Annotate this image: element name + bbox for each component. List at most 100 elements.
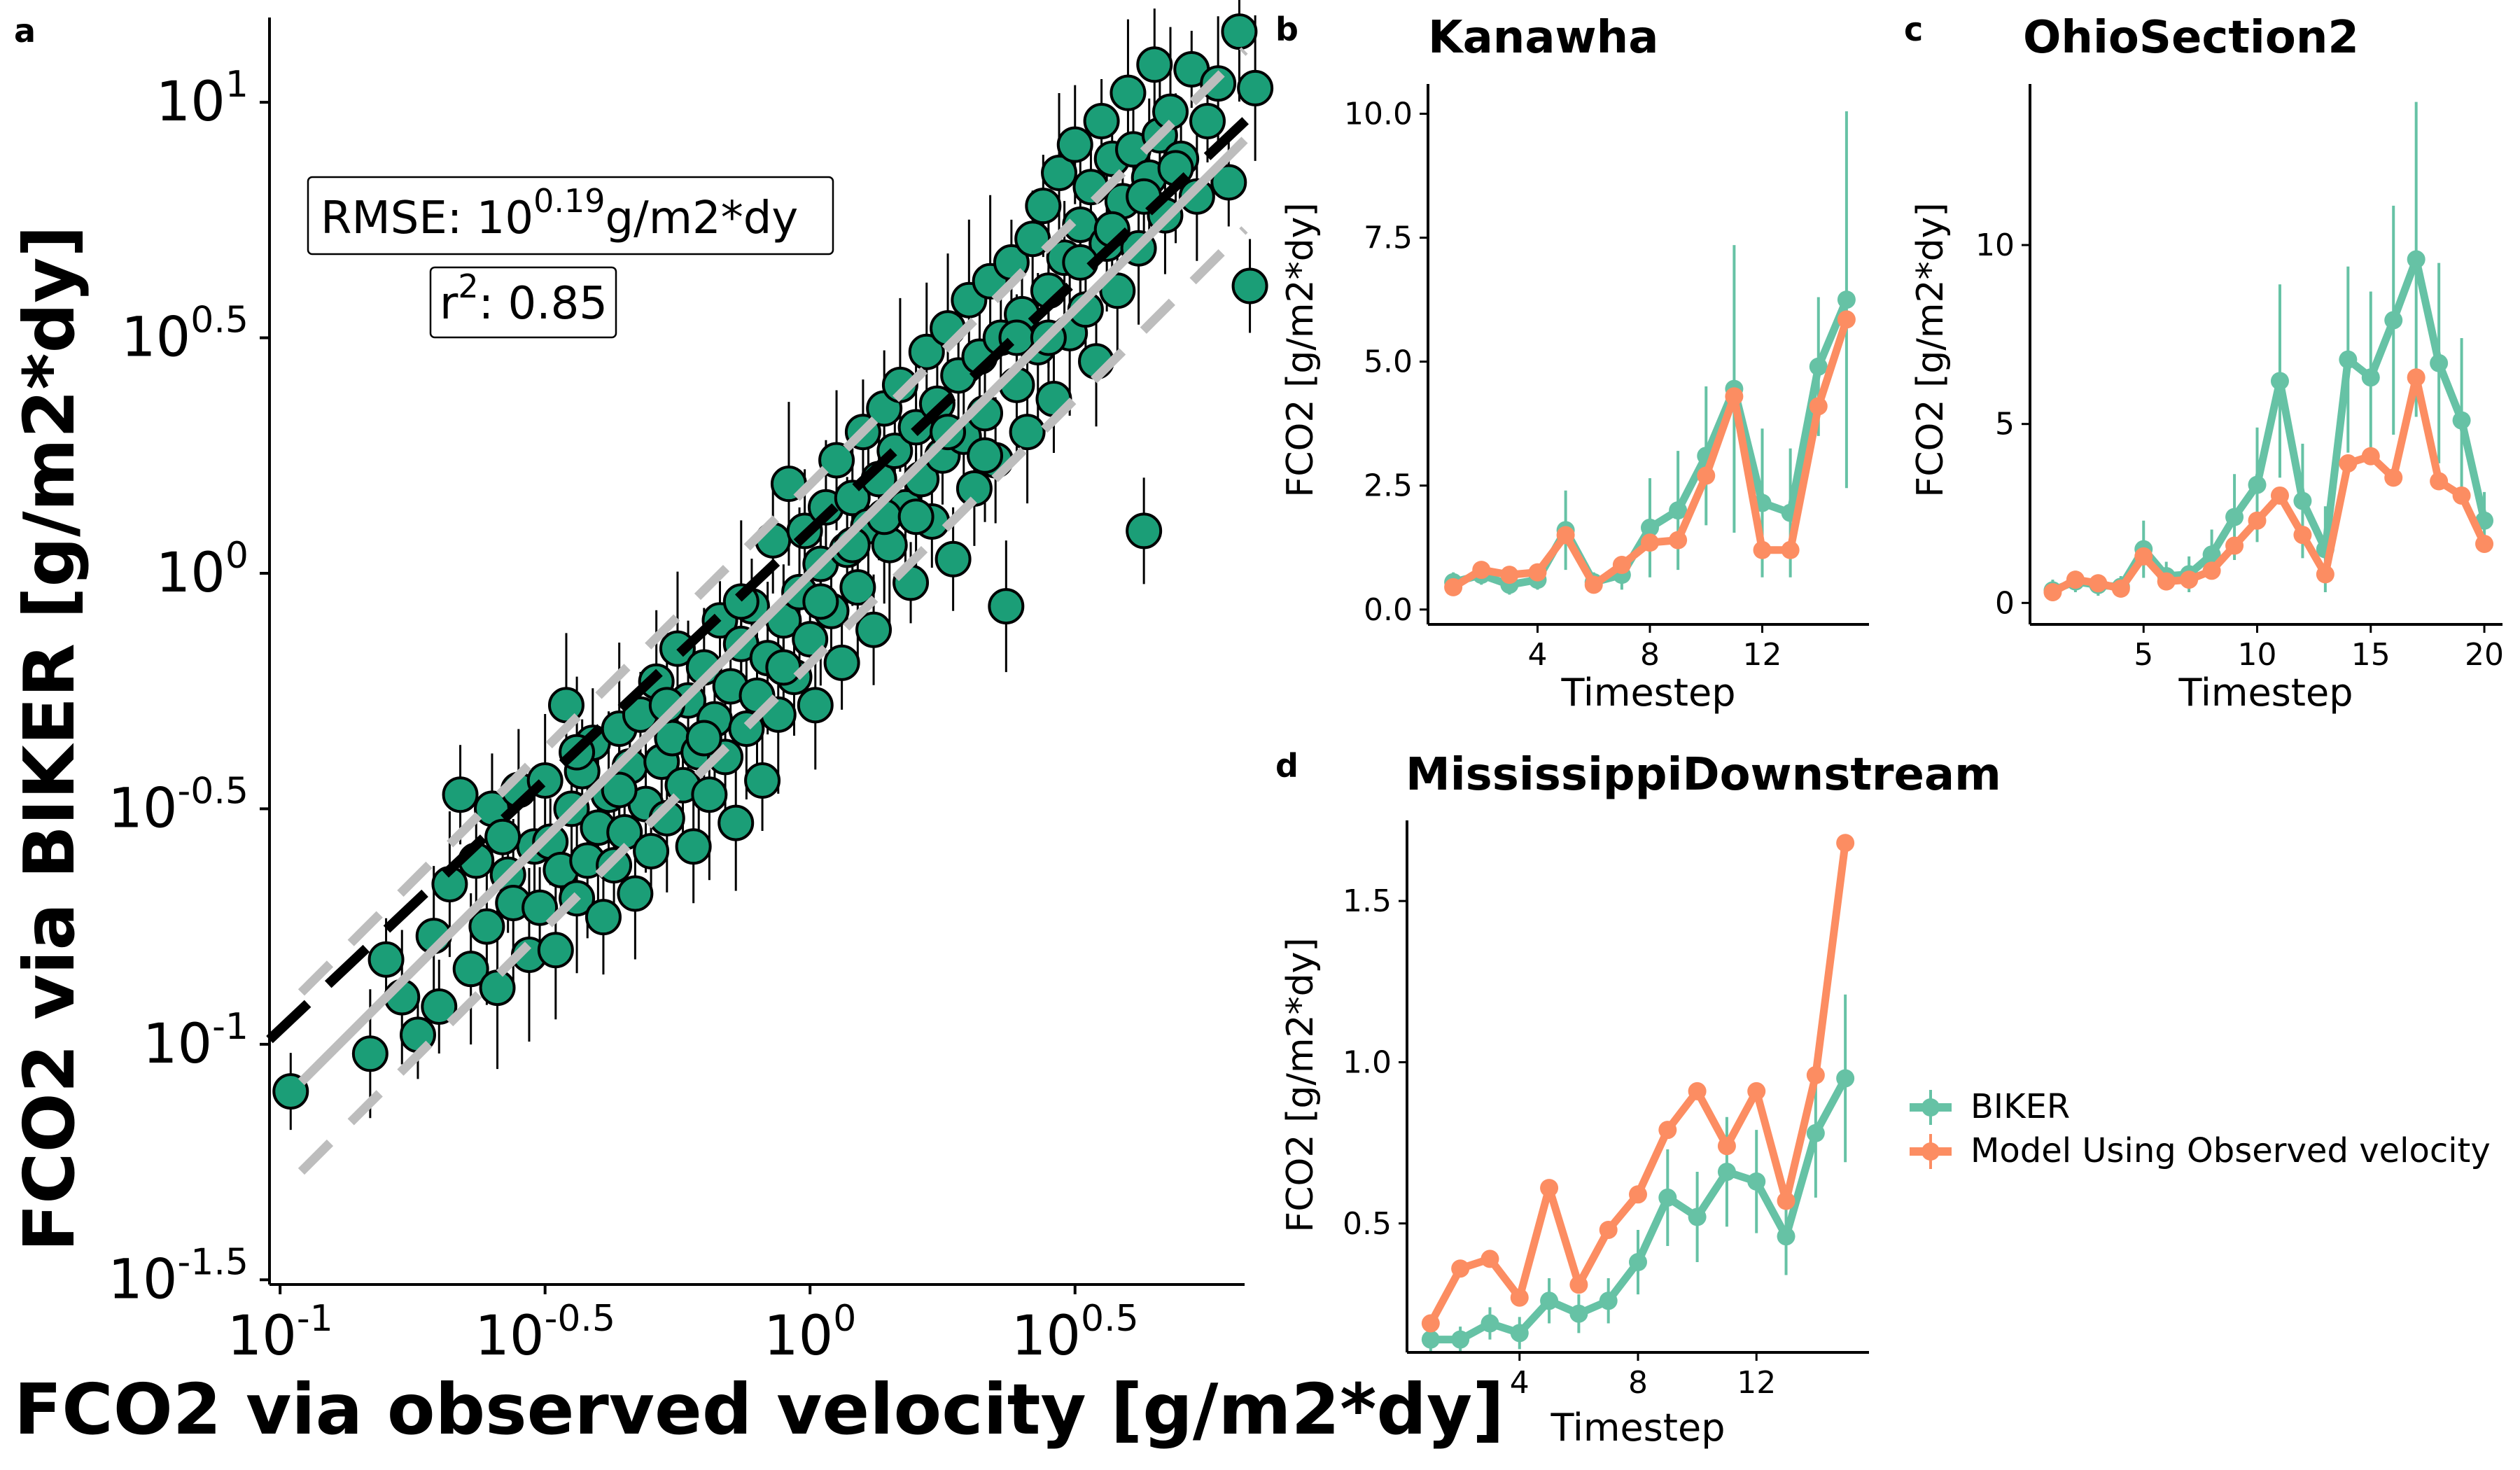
- panel-c-title: OhioSection2: [2023, 12, 2359, 64]
- biker-point: [1809, 357, 1828, 376]
- scatter-points: [272, 0, 1274, 1130]
- model-point: [2089, 574, 2108, 593]
- model-point: [2043, 582, 2062, 601]
- scatter-point: [685, 720, 722, 757]
- panel-d-xlabel: Timestep: [1550, 1406, 1726, 1450]
- y-tick-label: 7.5: [1364, 220, 1413, 256]
- x-tick-label: 12: [1737, 1365, 1776, 1401]
- scatter-point: [988, 588, 1025, 625]
- scatter-point: [1231, 267, 1268, 304]
- biker-point: [1747, 1172, 1766, 1191]
- model-point: [1584, 575, 1603, 594]
- x-axis-title: FCO2 via observed velocity [g/m2*dy]: [14, 1368, 1504, 1450]
- biker-point: [1669, 501, 1688, 520]
- model-point: [1806, 1065, 1825, 1084]
- model-point: [2430, 472, 2449, 491]
- panel-c-xlabel: Timestep: [2178, 671, 2353, 715]
- x-tick-label: 10-0.5: [475, 1298, 615, 1368]
- scatter-point: [1099, 272, 1136, 309]
- legend-item-biker: BIKER: [1910, 1087, 2070, 1126]
- biker-point: [2361, 368, 2380, 387]
- model-point: [1480, 1250, 1499, 1268]
- legend-label-model: Model Using Observed velocity: [1970, 1131, 2491, 1170]
- rmse-suffix: g/m2*dy: [606, 192, 799, 244]
- panel-d-title: MississippiDownstream: [1406, 749, 2001, 801]
- scatter-point: [839, 569, 876, 606]
- scatter-point: [537, 932, 574, 969]
- x-tick-label: 10-1: [227, 1298, 333, 1368]
- model-point: [2407, 368, 2426, 387]
- x-tick-label: 12: [1743, 637, 1782, 673]
- scatter-point: [744, 762, 781, 799]
- scatter-point: [1009, 414, 1046, 451]
- scatter-point: [797, 687, 834, 724]
- panel-letter-c: c: [1904, 10, 1923, 48]
- model-point: [1753, 540, 1772, 559]
- scatter-point: [522, 889, 559, 926]
- model-point: [1612, 556, 1631, 575]
- rmse-box: [307, 176, 834, 255]
- y-tick-label: 10: [1975, 227, 2015, 263]
- scatter-point: [675, 828, 712, 865]
- r2-suffix: : 0.85: [479, 278, 608, 330]
- r2-exponent: 2: [458, 267, 478, 305]
- panel-letter-d: d: [1275, 747, 1298, 785]
- biker-point: [1599, 1292, 1618, 1310]
- scatter-point: [1083, 103, 1120, 140]
- scatter-point: [442, 776, 479, 813]
- model-line: [2050, 373, 2488, 596]
- y-tick-label: 100: [156, 535, 248, 605]
- legend-marker-biker: [1921, 1098, 1940, 1116]
- panel-a-scatter: 10-1 10-0.5 100 100.510-1.510-110-0.5100100…: [8, 0, 1504, 1450]
- biker-point: [2202, 545, 2221, 564]
- model-point: [2111, 579, 2130, 598]
- model-point: [1540, 1179, 1559, 1198]
- panel-b-title: Kanawha: [1428, 12, 1658, 64]
- scatter-point: [1178, 178, 1215, 215]
- biker-point: [1421, 1330, 1440, 1349]
- biker-point: [2270, 372, 2289, 391]
- model-point: [2339, 454, 2358, 472]
- scatter-point: [584, 899, 622, 936]
- model-point: [1688, 1082, 1707, 1100]
- biker-point: [2339, 350, 2358, 369]
- scatter-point: [823, 644, 860, 681]
- biker-point: [2225, 507, 2244, 526]
- x-tick-label: 100: [764, 1298, 856, 1368]
- model-point: [2452, 486, 2471, 505]
- model-point: [1556, 526, 1575, 545]
- y-tick-label: 5: [1995, 407, 2015, 442]
- svg-text:r2: 0.85: r2: 0.85: [440, 267, 608, 330]
- model-point: [2066, 570, 2085, 589]
- y-axis-title: FCO2 via BIKER [g/m2*dy]: [8, 225, 90, 1252]
- scatter-point: [1126, 512, 1163, 550]
- scatter-point: [1014, 220, 1051, 258]
- scatter-point: [881, 366, 918, 403]
- scatter-point: [1025, 188, 1062, 225]
- y-tick-label: 100.5: [121, 300, 248, 370]
- biker-point: [1717, 1163, 1736, 1182]
- x-tick-label: 10: [2238, 637, 2277, 673]
- scatter-point: [1041, 155, 1078, 192]
- scatter-point: [1210, 164, 1247, 201]
- rmse-exponent: 0.19: [533, 182, 605, 220]
- scatter-point: [691, 776, 728, 813]
- model-point: [1809, 397, 1828, 416]
- y-tick-label: 10.0: [1344, 96, 1413, 132]
- y-tick-label: 5.0: [1364, 344, 1413, 380]
- y-tick-label: 101: [156, 64, 248, 134]
- model-point: [1421, 1314, 1440, 1333]
- scatter-point: [479, 969, 516, 1007]
- biker-point: [2407, 250, 2426, 269]
- panel-d-ylabel: FCO2 [g/m2*dy]: [1280, 937, 1322, 1232]
- biker-point: [1540, 1292, 1559, 1310]
- model-point: [2384, 468, 2403, 487]
- model-point: [1697, 466, 1716, 485]
- scatter-point: [1110, 74, 1147, 111]
- scatter-point: [834, 479, 871, 517]
- scatter-point: [484, 818, 522, 855]
- scatter-point: [1200, 65, 1237, 102]
- biker-point: [1806, 1124, 1825, 1142]
- scatter-point: [897, 498, 934, 536]
